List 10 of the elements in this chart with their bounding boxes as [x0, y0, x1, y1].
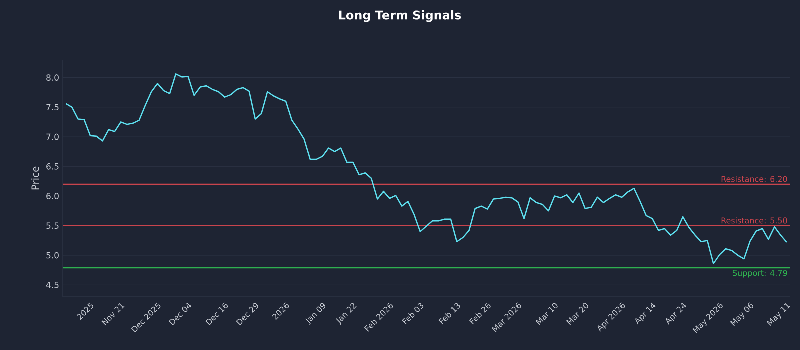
y-axis-title: Price [31, 166, 40, 190]
y-tick-label: 5.5 [46, 222, 59, 230]
chart-title: Long Term Signals [339, 10, 462, 22]
y-tick-label: 5.0 [46, 252, 59, 259]
y-tick-label: 7.5 [46, 104, 59, 111]
y-tick-label: 6.0 [46, 193, 59, 200]
y-tick-label: 6.5 [46, 163, 59, 170]
y-tick-label: 7.0 [46, 134, 59, 140]
y-tick-label: 8.0 [46, 74, 59, 81]
y-tick-label: 4.5 [46, 282, 59, 288]
